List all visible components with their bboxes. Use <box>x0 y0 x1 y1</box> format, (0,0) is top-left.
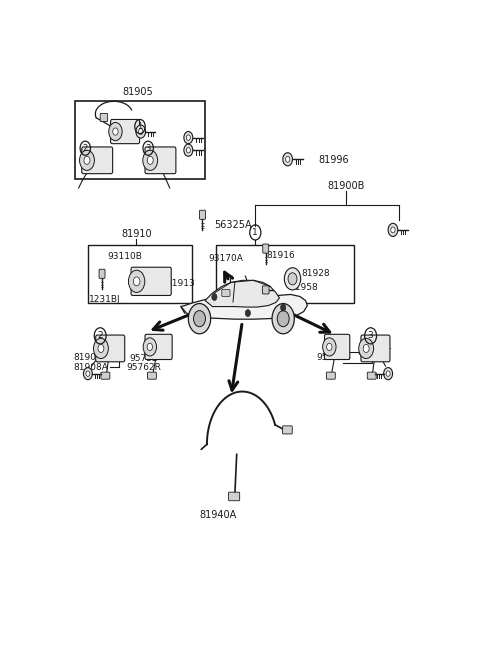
FancyBboxPatch shape <box>326 372 335 379</box>
Circle shape <box>147 157 153 164</box>
Circle shape <box>139 128 143 134</box>
Text: 81928: 81928 <box>301 269 330 278</box>
Circle shape <box>323 338 336 356</box>
Circle shape <box>391 227 395 233</box>
Polygon shape <box>181 295 307 319</box>
Circle shape <box>147 343 153 350</box>
Text: 81905: 81905 <box>123 87 154 97</box>
Bar <box>88 245 192 303</box>
FancyBboxPatch shape <box>100 113 108 121</box>
Text: 81900B: 81900B <box>328 181 365 191</box>
Text: 56325A: 56325A <box>215 220 252 230</box>
Text: 2: 2 <box>97 331 103 341</box>
FancyBboxPatch shape <box>324 334 350 360</box>
Text: 81958: 81958 <box>289 284 318 292</box>
FancyBboxPatch shape <box>222 290 230 297</box>
Circle shape <box>184 144 193 157</box>
Circle shape <box>286 157 290 162</box>
Circle shape <box>245 310 251 316</box>
Circle shape <box>143 338 156 356</box>
Text: 1: 1 <box>252 228 258 237</box>
Text: 1231BJ: 1231BJ <box>89 295 120 303</box>
Circle shape <box>133 277 140 286</box>
Circle shape <box>188 303 211 334</box>
FancyBboxPatch shape <box>147 372 156 379</box>
Circle shape <box>129 271 145 292</box>
Text: 95752: 95752 <box>130 354 158 363</box>
FancyBboxPatch shape <box>145 334 172 360</box>
Circle shape <box>363 345 369 352</box>
Circle shape <box>143 150 157 170</box>
Text: 95761B: 95761B <box>316 352 351 362</box>
FancyBboxPatch shape <box>82 147 113 174</box>
Text: 81907A: 81907A <box>73 352 108 362</box>
Text: 81996: 81996 <box>319 155 349 165</box>
Circle shape <box>386 371 390 377</box>
Text: 81940A: 81940A <box>200 510 237 520</box>
Circle shape <box>327 343 332 350</box>
FancyBboxPatch shape <box>367 372 376 379</box>
Circle shape <box>212 293 217 301</box>
Text: 81913: 81913 <box>166 280 195 288</box>
Circle shape <box>186 135 191 140</box>
Text: 2: 2 <box>83 143 88 153</box>
FancyBboxPatch shape <box>228 492 240 500</box>
Circle shape <box>109 122 122 141</box>
Circle shape <box>277 310 289 327</box>
FancyBboxPatch shape <box>361 335 390 362</box>
Circle shape <box>136 125 145 138</box>
FancyBboxPatch shape <box>110 119 140 143</box>
Circle shape <box>84 157 90 164</box>
Circle shape <box>272 303 294 334</box>
Circle shape <box>388 223 398 236</box>
Circle shape <box>359 339 373 358</box>
Text: 1: 1 <box>137 122 143 131</box>
Text: 81916: 81916 <box>266 251 295 259</box>
Text: 95762R: 95762R <box>126 363 161 371</box>
Circle shape <box>193 310 205 327</box>
Circle shape <box>98 345 104 352</box>
FancyBboxPatch shape <box>96 335 125 362</box>
Text: 93110B: 93110B <box>108 252 143 261</box>
Circle shape <box>281 304 286 311</box>
Text: 81908A: 81908A <box>73 363 108 371</box>
Circle shape <box>184 132 193 143</box>
Text: 3: 3 <box>145 143 151 153</box>
Circle shape <box>84 367 92 380</box>
Circle shape <box>94 339 108 358</box>
Circle shape <box>288 272 297 285</box>
FancyBboxPatch shape <box>263 244 269 253</box>
FancyBboxPatch shape <box>99 269 105 278</box>
Circle shape <box>113 128 118 135</box>
Circle shape <box>80 150 95 170</box>
Circle shape <box>384 367 393 380</box>
Polygon shape <box>205 280 279 307</box>
Text: 3: 3 <box>368 331 373 341</box>
Text: 81910: 81910 <box>121 229 152 239</box>
Bar <box>216 245 354 303</box>
Circle shape <box>186 147 191 153</box>
Circle shape <box>86 371 90 377</box>
FancyBboxPatch shape <box>145 147 176 174</box>
FancyBboxPatch shape <box>263 286 269 294</box>
Text: 93170A: 93170A <box>208 254 243 263</box>
Bar <box>75 102 205 179</box>
FancyBboxPatch shape <box>200 210 205 219</box>
FancyBboxPatch shape <box>131 267 171 295</box>
Circle shape <box>284 268 300 290</box>
Circle shape <box>283 153 292 166</box>
Text: 81250T: 81250T <box>357 348 391 358</box>
FancyBboxPatch shape <box>283 426 292 434</box>
FancyBboxPatch shape <box>101 372 110 379</box>
